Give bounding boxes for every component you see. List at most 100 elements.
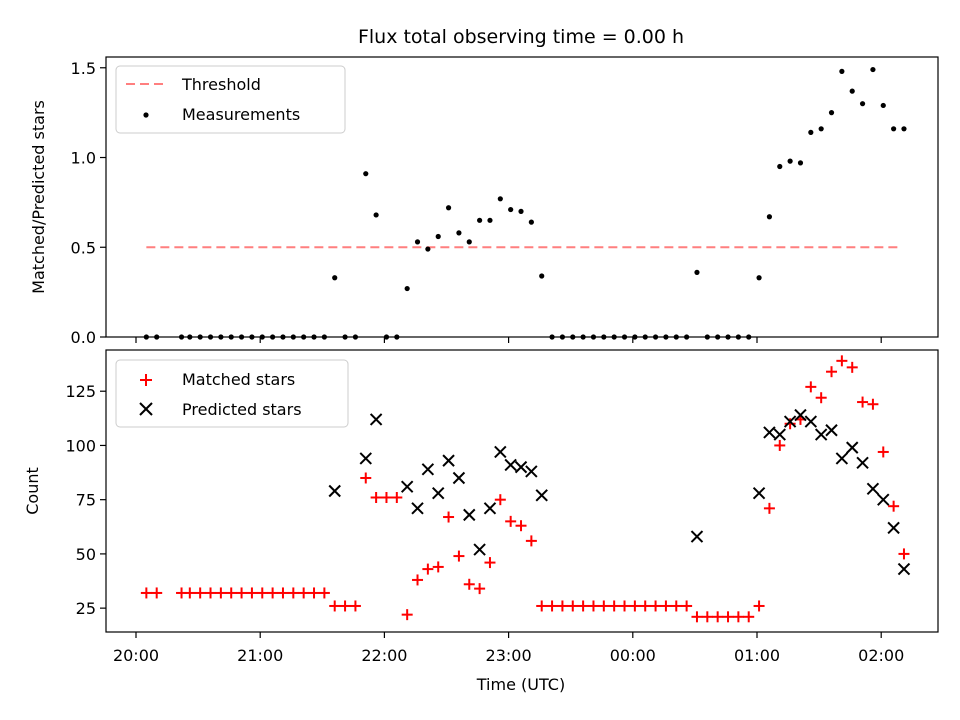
top-y-axis-label: Matched/Predicted stars — [29, 100, 48, 294]
measurement-point — [777, 163, 783, 170]
legend-matched-label: Matched stars — [182, 370, 295, 389]
measurement-point — [642, 334, 648, 340]
measurement-point — [859, 101, 866, 107]
predicted-star-point — [897, 562, 911, 576]
predicted-star-point — [535, 489, 548, 502]
matched-star-point — [701, 611, 713, 623]
top-y-tick-label: 1.5 — [71, 59, 96, 78]
measurement-point — [228, 334, 234, 340]
matched-star-point — [184, 587, 196, 599]
matched-star-point — [722, 611, 734, 623]
predicted-star-point — [369, 413, 383, 426]
predicted-star-point — [442, 454, 455, 467]
predicted-star-stroke-b — [825, 424, 838, 437]
predicted-star-point — [856, 456, 869, 470]
matched-star-point — [267, 587, 279, 599]
x-tick-label: 20:00 — [113, 646, 159, 665]
predicted-star-point — [483, 502, 497, 515]
matched-star-point — [443, 511, 455, 523]
top-panel-frame — [105, 56, 939, 338]
measurement-point — [808, 129, 814, 135]
measurement-point — [528, 219, 534, 225]
measurement-point — [818, 126, 824, 132]
matched-star-point — [453, 550, 465, 562]
measurement-point — [694, 269, 700, 275]
measurement-point — [673, 334, 679, 340]
predicted-star-stroke-b — [504, 458, 517, 472]
predicted-star-point — [825, 424, 838, 437]
matched-star-point — [898, 548, 910, 560]
top-legend-box — [115, 65, 346, 134]
matched-star-point — [753, 600, 765, 612]
measurement-point — [197, 334, 203, 340]
matched-stars-points — [140, 355, 910, 623]
matched-star-point — [784, 418, 796, 430]
top-y-tick-label: 0.0 — [71, 328, 96, 347]
measurement-point — [539, 273, 545, 279]
predicted-star-point — [452, 471, 466, 485]
predicted-star-point — [835, 452, 849, 465]
matched-star-point — [836, 355, 848, 367]
predicted-star-stroke-b — [835, 452, 849, 465]
matched-star-point — [140, 587, 152, 599]
matched-star-point — [246, 587, 258, 599]
matched-star-point — [194, 587, 206, 599]
predicted-star-point — [463, 508, 476, 522]
top-y-tick-label: 1.0 — [71, 149, 96, 168]
predicted-star-stroke-b — [804, 415, 818, 428]
matched-star-point — [236, 587, 248, 599]
matched-star-point — [691, 611, 703, 623]
matched-star-point — [370, 492, 382, 504]
matched-star-point — [298, 587, 310, 599]
matched-star-point — [494, 494, 506, 506]
measurement-point — [559, 334, 566, 340]
matched-star-point — [556, 600, 568, 612]
predicted-star-stroke-b — [752, 486, 766, 500]
predicted-star-stroke-b — [442, 454, 455, 467]
matched-star-point — [339, 600, 351, 612]
top-panel: 0.0 0.5 1.0 1.5 Matched/Predicted stars Thr… — [29, 56, 939, 347]
matched-star-point — [743, 611, 755, 623]
measurement-points — [143, 66, 907, 340]
bottom-legend: Matched stars Predicted stars — [115, 359, 349, 428]
measurement-point — [487, 217, 493, 223]
matched-star-point — [763, 502, 775, 514]
measurement-point — [259, 334, 265, 340]
matched-star-point — [877, 446, 889, 458]
matched-star-point — [712, 611, 724, 623]
matched-star-point — [474, 583, 486, 595]
measurement-point — [870, 66, 876, 73]
x-tick-label: 22:00 — [361, 646, 407, 665]
measurement-point — [839, 68, 845, 74]
matched-star-point — [650, 600, 662, 612]
predicted-stars-points — [328, 408, 911, 576]
matched-star-point — [846, 361, 858, 373]
matched-star-point — [256, 587, 268, 599]
predicted-star-stroke-b — [535, 489, 548, 502]
bottom-y-axis-label: Count — [23, 467, 42, 515]
matched-star-point — [619, 600, 631, 612]
measurement-point — [425, 246, 431, 252]
matched-star-point — [401, 609, 413, 621]
measurement-point — [280, 334, 286, 340]
bottom-y-tick-label: 125 — [65, 382, 96, 401]
measurement-point — [580, 334, 586, 340]
measurement-point — [290, 334, 296, 340]
bottom-y-tick-label: 100 — [65, 436, 96, 455]
predicted-star-stroke-b — [421, 463, 435, 476]
predicted-star-point — [432, 486, 445, 500]
predicted-star-point — [846, 441, 859, 454]
measurement-point — [373, 212, 379, 218]
legend-predicted-swatch — [139, 402, 153, 416]
predicted-star-point — [328, 484, 341, 498]
matched-star-point — [505, 515, 517, 527]
measurement-point — [756, 275, 762, 281]
measurement-point — [394, 334, 400, 340]
matched-star-point — [681, 600, 693, 612]
measurement-point — [311, 334, 317, 340]
measurement-point — [632, 334, 638, 340]
predicted-star-stroke-b — [432, 486, 445, 500]
measurement-point — [352, 334, 359, 340]
predicted-star-point — [525, 465, 538, 478]
predicted-star-point — [794, 408, 807, 422]
